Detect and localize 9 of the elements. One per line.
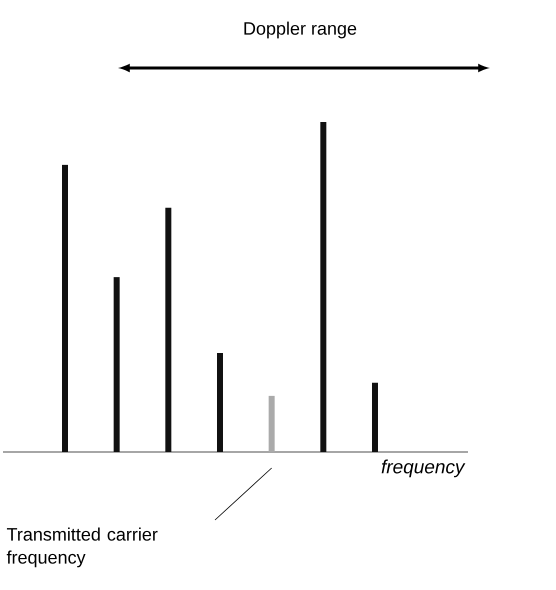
chart-title: Doppler range: [244, 22, 356, 38]
bar: [372, 382, 378, 452]
bar: [114, 277, 120, 452]
bar: [62, 164, 68, 452]
bar: [320, 122, 326, 452]
text: Transmitted carrier frequency: [6, 528, 158, 568]
bar: [165, 208, 172, 452]
x-axis-title: frequency: [382, 460, 466, 478]
bar: [216, 353, 223, 452]
